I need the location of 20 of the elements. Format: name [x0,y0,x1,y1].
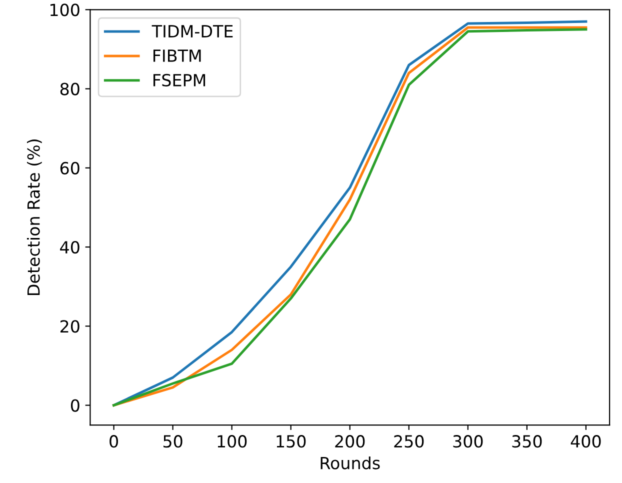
x-tick-label: 150 [276,435,306,448]
y-tick-label: 20 [60,320,80,333]
x-axis-title: Rounds [320,456,380,470]
y-tick-label: 40 [60,240,80,254]
y-tick-label: 0 [70,399,80,412]
x-tick-label: 50 [164,435,182,448]
y-tick-label: 100 [50,4,80,16]
x-tick-label: 350 [512,435,542,448]
x-tick-label: 250 [394,435,424,448]
legend-label: FSEPM [153,74,206,86]
y-tick-label: 60 [60,162,80,174]
x-tick-label: 0 [110,435,118,448]
legend-label: FIBTM [153,50,201,62]
y-axis-title: Detection Rate (%) [26,139,42,296]
x-tick-label: 200 [335,435,365,448]
x-tick-label: 100 [218,435,247,448]
legend-label: TIDM-DTE [152,25,233,38]
y-tick-label: 80 [60,82,80,96]
x-tick-label: 400 [570,435,601,448]
x-tick-label: 300 [453,435,483,448]
